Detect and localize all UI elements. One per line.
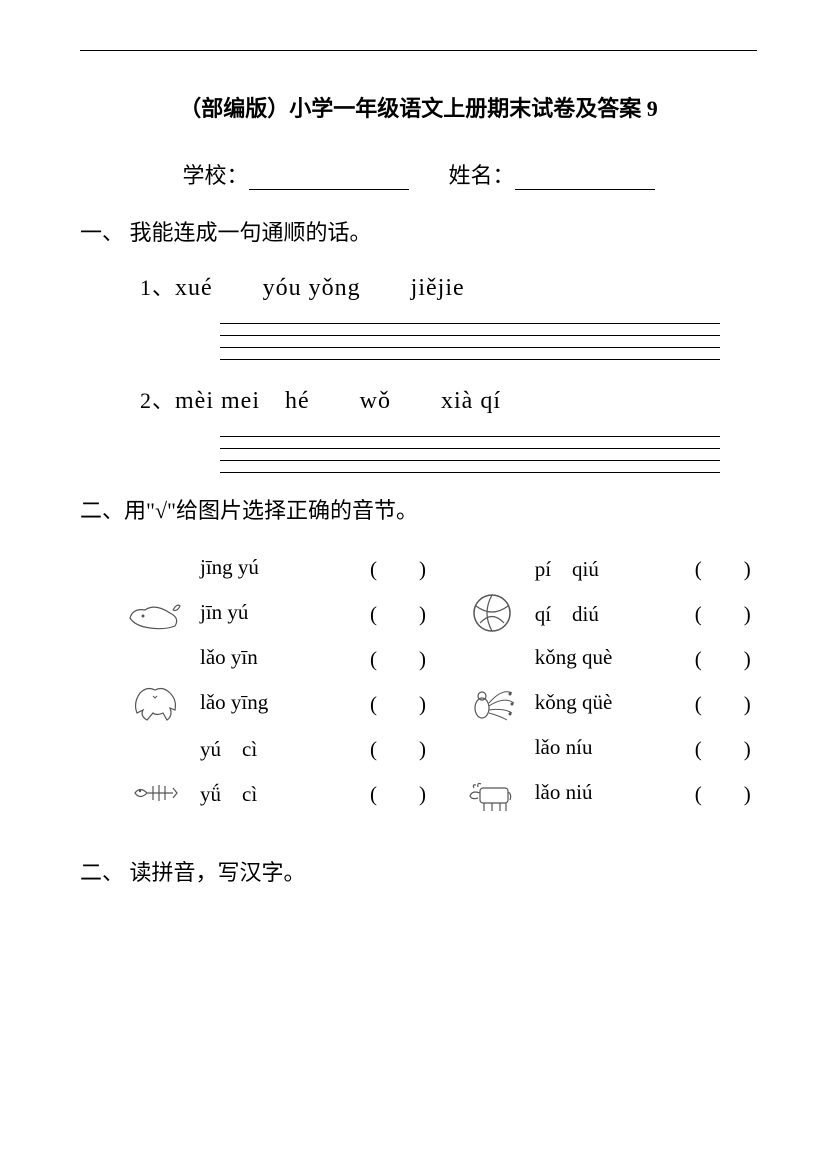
- option-paren[interactable]: ( ): [695, 643, 770, 673]
- section2-grid: jīng yú ( ) pí qiú ( ) jīn yú ( ) qí diú…: [110, 545, 757, 815]
- option-paren[interactable]: ( ): [695, 778, 770, 808]
- option-pinyin: kǒng què: [535, 645, 695, 670]
- option-paren[interactable]: ( ): [695, 688, 770, 718]
- option-pinyin: lǎo yīn: [200, 645, 370, 670]
- answer-line: [220, 338, 720, 348]
- q1-num: 1、: [140, 275, 175, 300]
- option-pinyin: jīng yú: [200, 555, 370, 580]
- school-blank[interactable]: [249, 189, 409, 190]
- name-blank[interactable]: [515, 189, 655, 190]
- section1-title: 一、 我能连成一句通顺的话。: [80, 215, 757, 247]
- option-pinyin: kǒng qüè: [535, 690, 695, 715]
- option-pinyin: lǎo níu: [535, 735, 695, 760]
- cow-icon: [450, 768, 535, 818]
- q1-word-2: jiějie: [411, 275, 465, 301]
- question-1: 1、xué yóu yǒng jiějie: [140, 267, 757, 360]
- student-info: 学校： 姓名：: [80, 158, 757, 190]
- q2-word-0: mèi mei: [175, 388, 260, 414]
- option-pinyin: qí diú: [535, 598, 695, 628]
- option-paren[interactable]: ( ): [370, 553, 450, 583]
- answer-line: [220, 326, 720, 336]
- option-paren[interactable]: ( ): [370, 643, 450, 673]
- school-field: 学校：: [182, 158, 408, 190]
- option-paren[interactable]: ( ): [695, 553, 770, 583]
- answer-line: [220, 314, 720, 324]
- whale-icon: [110, 588, 200, 638]
- option-paren[interactable]: ( ): [695, 733, 770, 763]
- answer-line: [220, 451, 720, 461]
- q2-word-2: wǒ: [360, 388, 391, 414]
- peacock-icon: [450, 678, 535, 728]
- answer-line: [220, 439, 720, 449]
- page-title: （部编版）小学一年级语文上册期末试卷及答案 9: [80, 91, 757, 123]
- question-2: 2、mèi mei hé wǒ xià qí: [140, 380, 757, 473]
- option-paren[interactable]: ( ): [695, 598, 770, 628]
- option-pinyin: yú cì: [200, 733, 370, 763]
- option-row: jīng yú ( ) pí qiú ( ): [110, 545, 757, 590]
- option-pinyin: jīn yú: [200, 600, 370, 625]
- top-rule: [80, 50, 757, 51]
- eagle-icon: [110, 678, 200, 728]
- ball-icon: [450, 588, 535, 638]
- option-paren[interactable]: ( ): [370, 778, 450, 808]
- option-pinyin: lǎo yīng: [200, 690, 370, 715]
- option-paren[interactable]: ( ): [370, 733, 450, 763]
- q2-answer-lines[interactable]: [220, 427, 720, 473]
- answer-line: [220, 427, 720, 437]
- q2-num: 2、: [140, 388, 175, 413]
- q1-word-0: xué: [175, 275, 213, 301]
- option-paren[interactable]: ( ): [370, 598, 450, 628]
- q1-pinyin: 1、xué yóu yǒng jiějie: [140, 267, 757, 302]
- name-label: 姓名：: [449, 163, 515, 188]
- q1-answer-lines[interactable]: [220, 314, 720, 360]
- q1-word-1: yóu yǒng: [263, 275, 361, 301]
- option-row: lǎo yīn ( ) kǒng què ( ): [110, 635, 757, 680]
- option-pinyin: yǘ cì: [200, 778, 370, 808]
- answer-line: [220, 350, 720, 360]
- q2-word-3: xià qí: [441, 388, 501, 414]
- fishbone-icon: [110, 768, 200, 818]
- q2-pinyin: 2、mèi mei hé wǒ xià qí: [140, 380, 757, 415]
- q2-word-1: hé: [285, 388, 310, 414]
- section2-title: 二、用"√"给图片选择正确的音节。: [80, 493, 757, 525]
- school-label: 学校：: [182, 163, 248, 188]
- option-pinyin: pí qiú: [535, 553, 695, 583]
- option-pinyin: lǎo niú: [535, 780, 695, 805]
- section3-title: 二、 读拼音，写汉字。: [80, 855, 757, 887]
- option-row: yú cì ( ) lǎo níu ( ): [110, 725, 757, 770]
- option-row: lǎo yīng ( ) kǒng qüè ( ): [110, 680, 757, 725]
- answer-line: [220, 463, 720, 473]
- option-row: jīn yú ( ) qí diú ( ): [110, 590, 757, 635]
- option-paren[interactable]: ( ): [370, 688, 450, 718]
- option-row: yǘ cì ( ) lǎo niú ( ): [110, 770, 757, 815]
- name-field: 姓名：: [449, 158, 655, 190]
